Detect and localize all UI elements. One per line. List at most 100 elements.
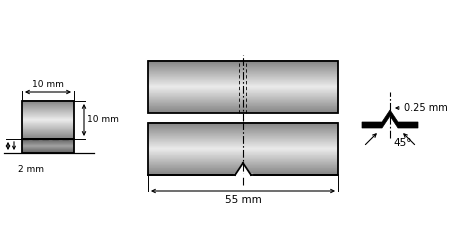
Bar [148,149,338,150]
Bar [22,117,74,118]
Bar [22,135,74,136]
Bar [148,109,338,110]
Bar [22,103,74,104]
Bar [22,142,74,143]
Bar [148,110,338,111]
Bar [22,142,74,143]
Bar [148,123,338,124]
Bar [148,148,338,149]
Bar [148,155,338,156]
Bar [148,171,338,172]
Bar [22,144,74,145]
Bar [22,129,74,130]
Bar [22,129,74,130]
Bar [148,168,338,169]
Bar [148,139,338,140]
Polygon shape [362,110,418,128]
Bar [148,145,338,146]
Bar [148,67,338,68]
Bar [148,140,338,141]
Bar [148,169,338,170]
Bar [22,117,74,118]
Bar [148,64,338,65]
Bar [22,130,74,131]
Bar [148,126,338,127]
Bar [22,141,74,142]
Bar [148,136,338,137]
Bar [148,105,338,106]
Bar [148,87,338,88]
Bar [22,101,74,102]
Text: 10 mm: 10 mm [87,115,119,124]
Bar [148,137,338,138]
Bar [22,106,74,107]
Bar [148,158,338,159]
Bar [148,145,338,146]
Bar [148,74,338,75]
Bar [148,106,338,107]
Bar [148,73,338,74]
Bar [22,111,74,112]
Bar [148,105,338,106]
Bar [148,73,338,74]
Bar [148,165,338,166]
Bar [148,91,338,92]
Bar [148,150,338,151]
Bar [22,109,74,110]
Bar [22,107,74,108]
Bar [148,127,338,128]
Bar [148,76,338,77]
Bar [22,108,74,109]
Bar [22,111,74,112]
Bar [22,120,74,121]
Bar [22,112,74,113]
Bar [148,134,338,135]
Bar [22,110,74,111]
Text: 10 mm: 10 mm [32,80,64,89]
Bar [22,147,74,148]
Bar [148,163,338,164]
Bar [148,103,338,104]
Bar [148,146,338,147]
Bar [148,82,338,83]
Bar [148,137,338,138]
Bar [148,128,338,129]
Text: 0.25 mm: 0.25 mm [404,103,448,113]
Bar [22,146,74,147]
Bar [22,111,74,112]
Bar [148,102,338,103]
Bar [148,98,338,99]
Bar [148,79,338,80]
Bar [22,130,74,131]
Bar [148,127,338,128]
Bar [22,143,74,144]
Text: 45°: 45° [393,138,411,148]
Bar [148,99,338,100]
Bar [148,166,338,167]
Bar [22,132,74,133]
Bar [148,110,338,111]
Bar [22,139,74,140]
Bar [22,141,74,142]
Bar [22,115,74,116]
Bar [22,145,74,146]
Bar [148,153,338,154]
Bar [22,142,74,143]
Bar [22,114,74,115]
Bar [22,134,74,135]
Bar [22,152,74,153]
Bar [148,84,338,85]
Bar [22,140,74,141]
Bar [148,173,338,174]
Bar [148,74,338,75]
Bar [22,150,74,151]
Bar [148,85,338,86]
Bar [148,100,338,101]
Bar [22,133,74,134]
Bar [148,139,338,140]
Bar [22,151,74,152]
Bar [22,107,74,108]
Bar [22,125,74,126]
Bar [22,123,74,124]
Bar [148,61,338,113]
